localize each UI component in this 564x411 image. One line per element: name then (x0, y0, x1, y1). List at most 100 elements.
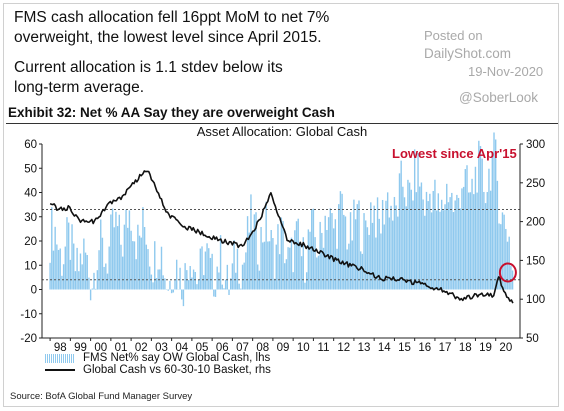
x-tick-label: 05 (196, 342, 209, 354)
bar (410, 189, 412, 290)
x-tick-label: 06 (216, 342, 229, 354)
bar (489, 190, 492, 290)
bar (262, 242, 264, 290)
bar (324, 215, 326, 290)
bar (321, 232, 323, 290)
bar (67, 222, 70, 290)
x-tick-label: 13 (358, 342, 371, 354)
bar (243, 262, 245, 290)
bar (295, 221, 298, 290)
bar (84, 252, 87, 290)
bar (479, 146, 482, 290)
bar (429, 193, 431, 290)
bar (191, 277, 193, 290)
bar (311, 209, 313, 290)
bar (223, 288, 225, 290)
bar (138, 235, 141, 290)
bar (413, 149, 416, 290)
bar (424, 215, 426, 290)
subheadline: Current allocation is 1.1 stdev below it… (14, 59, 283, 96)
bar-series (49, 132, 514, 307)
bar (81, 264, 83, 290)
right-tick-label: 150 (526, 255, 545, 267)
bar (316, 257, 318, 290)
bar (505, 228, 507, 290)
legend-item-line: Global Cash vs 60-30-10 Basket, rhs (45, 364, 271, 376)
bar (221, 284, 223, 290)
bar (238, 283, 240, 290)
legend-label-line: Global Cash vs 60-30-10 Basket, rhs (83, 364, 271, 376)
bar (317, 255, 320, 290)
bar (334, 219, 337, 290)
bar (434, 179, 436, 290)
bar (73, 243, 75, 290)
bar (287, 247, 289, 290)
legend-label-bars: FMS Net% say OW Global Cash, lhs (83, 352, 271, 364)
bar (142, 207, 144, 290)
bar (383, 224, 385, 290)
x-tick-label: 02 (135, 342, 148, 354)
bar (459, 208, 461, 290)
watermark-posted: Posted on (424, 28, 483, 43)
bar (133, 241, 136, 290)
bar (464, 169, 467, 290)
bar (449, 197, 451, 290)
exhibit-divider (6, 123, 558, 124)
bar (196, 284, 198, 290)
right-tick-label: 50 (526, 333, 539, 345)
left-tick-label: 20 (24, 236, 37, 248)
bar (398, 173, 401, 290)
bar (255, 212, 257, 290)
bar (386, 192, 389, 290)
bar (169, 280, 171, 290)
bar (69, 259, 72, 290)
bar (94, 288, 97, 290)
bar (203, 275, 205, 290)
bar (228, 289, 230, 295)
bar (179, 267, 181, 290)
bar (488, 168, 490, 290)
bar (189, 266, 191, 290)
bar (98, 250, 100, 290)
bar (49, 262, 51, 290)
highlight-circle (498, 262, 517, 283)
x-tick-label: 01 (115, 342, 128, 354)
bar (476, 192, 478, 290)
bar (466, 165, 468, 290)
bar (432, 190, 434, 290)
bar (510, 265, 512, 290)
bar (192, 269, 195, 290)
bar (93, 272, 95, 290)
bar (380, 233, 382, 290)
left-tick-label: 10 (24, 260, 37, 272)
bar (127, 227, 129, 290)
left-tick-label: -20 (20, 333, 37, 345)
bar (118, 214, 120, 290)
bar (140, 237, 142, 290)
right-tick-label: 300 (526, 139, 545, 151)
bar (356, 204, 358, 290)
bar (184, 263, 186, 290)
bar (452, 212, 455, 290)
bar (213, 289, 215, 297)
bar (375, 237, 377, 290)
bar (446, 183, 448, 290)
bar (113, 227, 115, 290)
bar (473, 194, 475, 290)
x-tick-label: 03 (155, 342, 168, 354)
bar (474, 166, 477, 290)
bar (451, 192, 453, 290)
bar (359, 251, 362, 290)
legend-item-bars: FMS Net% say OW Global Cash, lhs (45, 352, 270, 364)
bar (285, 259, 288, 290)
bar (290, 237, 293, 290)
bar (211, 253, 213, 290)
left-tick-label: -10 (20, 309, 37, 321)
bar (240, 288, 242, 290)
x-tick-label: 16 (418, 342, 431, 354)
bar (500, 224, 502, 290)
legend-swatch-line (45, 369, 75, 371)
bar (130, 230, 132, 290)
bar (467, 192, 470, 290)
